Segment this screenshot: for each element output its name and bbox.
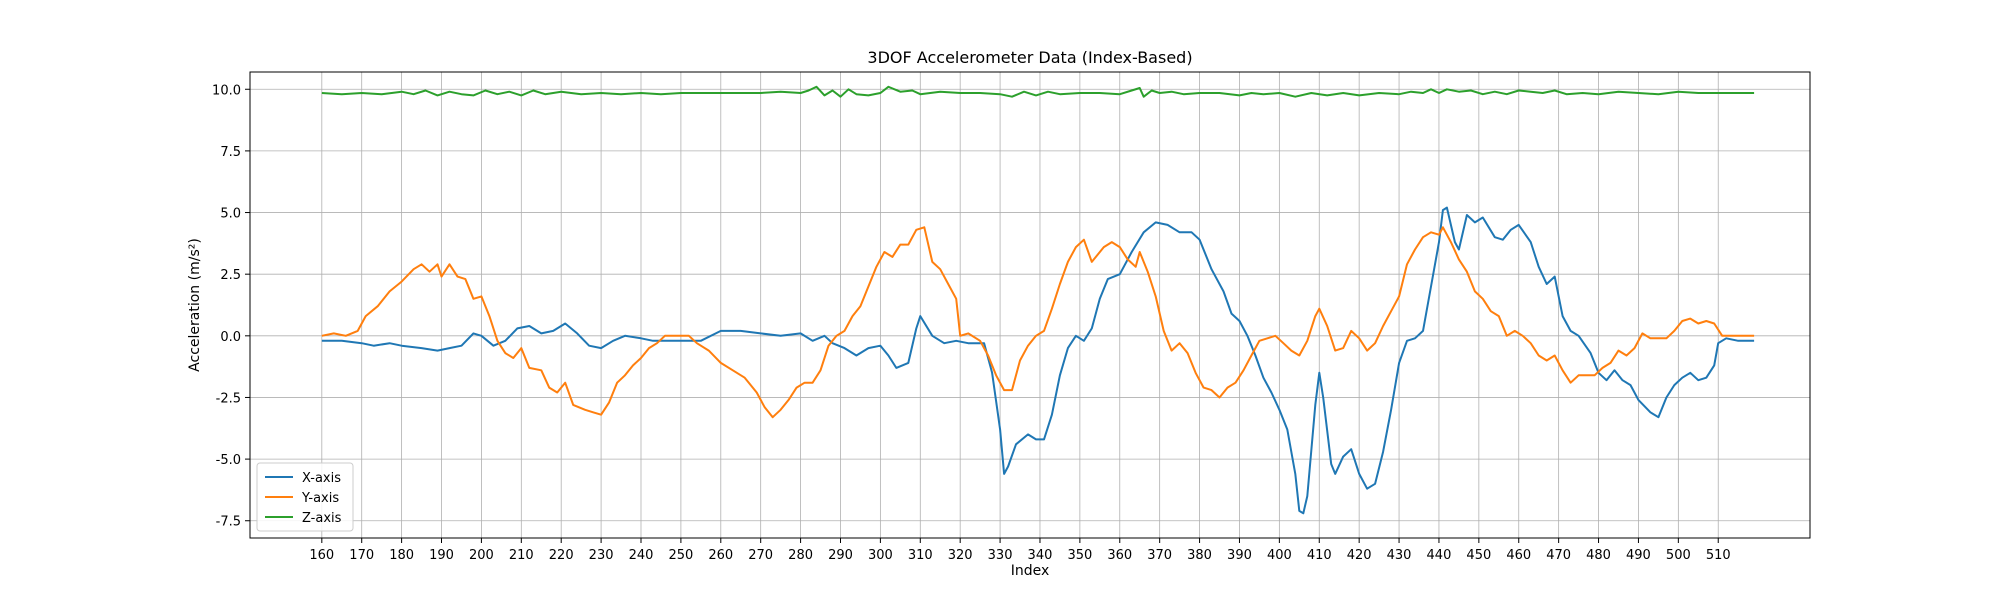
x-tick-label: 430	[1387, 548, 1412, 563]
x-tick-label: 220	[549, 548, 574, 563]
x-tick-label: 440	[1427, 548, 1452, 563]
x-tick-label: 190	[429, 548, 454, 563]
series-line-z-axis	[321, 85, 1755, 98]
x-tick-label: 240	[629, 548, 654, 563]
x-tick-label: 420	[1347, 548, 1372, 563]
y-tick-label: 5.0	[220, 207, 241, 222]
x-tick-label: 250	[668, 548, 693, 563]
x-tick-label: 480	[1586, 548, 1611, 563]
legend-entry-label: Z-axis	[302, 511, 342, 526]
y-tick-label: -7.5	[216, 515, 241, 530]
x-tick-label: 230	[589, 548, 614, 563]
x-tick-label: 200	[469, 548, 494, 563]
series-lines	[321, 85, 1755, 515]
y-tick-label: 2.5	[220, 268, 241, 283]
x-tick-label: 160	[309, 548, 334, 563]
chart-title: 3DOF Accelerometer Data (Index-Based)	[867, 48, 1192, 67]
x-tick-label: 290	[828, 548, 853, 563]
x-tick-label: 450	[1466, 548, 1491, 563]
plot-frame	[249, 71, 1811, 539]
x-tick-label: 370	[1147, 548, 1172, 563]
x-tick-label: 510	[1706, 548, 1731, 563]
y-tick-label: 10.0	[212, 83, 241, 98]
legend-box	[256, 462, 354, 532]
x-tick-label: 170	[349, 548, 374, 563]
legend-entry-label: Y-axis	[301, 491, 339, 506]
x-tick-label: 340	[1028, 548, 1053, 563]
x-tick-label: 390	[1227, 548, 1252, 563]
x-tick-label: 470	[1546, 548, 1571, 563]
x-tick-label: 180	[389, 548, 414, 563]
series-line-x-axis	[321, 206, 1755, 515]
x-tick-label: 360	[1107, 548, 1132, 563]
x-tick-label: 330	[988, 548, 1013, 563]
x-tick-label: 210	[509, 548, 534, 563]
x-axis-label: Index	[1011, 563, 1050, 579]
y-tick-label: 7.5	[220, 145, 241, 160]
x-tick-label: 410	[1307, 548, 1332, 563]
y-tick-label: -2.5	[216, 391, 241, 406]
x-tick-label: 300	[868, 548, 893, 563]
y-axis-label: Acceleration (m/s²)	[187, 238, 203, 372]
x-tick-label: 350	[1067, 548, 1092, 563]
x-tick-label: 280	[788, 548, 813, 563]
x-tick-label: 400	[1267, 548, 1292, 563]
x-tick-label: 270	[748, 548, 773, 563]
legend: X-axis Y-axis Z-axis	[256, 462, 354, 532]
x-tick-label: 310	[908, 548, 933, 563]
x-tick-label: 490	[1626, 548, 1651, 563]
x-tick-label: 320	[948, 548, 973, 563]
legend-entry-label: X-axis	[302, 471, 341, 486]
x-tick-label: 500	[1666, 548, 1691, 563]
axes: 160 170 180 190 200 210 220 230 240 250 260 270 280 2…	[212, 83, 1731, 563]
x-tick-label: 380	[1187, 548, 1212, 563]
x-tick-label: 460	[1506, 548, 1531, 563]
series-line-y-axis	[321, 226, 1755, 419]
y-tick-label: 0.0	[220, 330, 241, 345]
grid-lines	[250, 72, 1810, 538]
y-tick-label: -5.0	[216, 453, 241, 468]
x-tick-label: 260	[708, 548, 733, 563]
